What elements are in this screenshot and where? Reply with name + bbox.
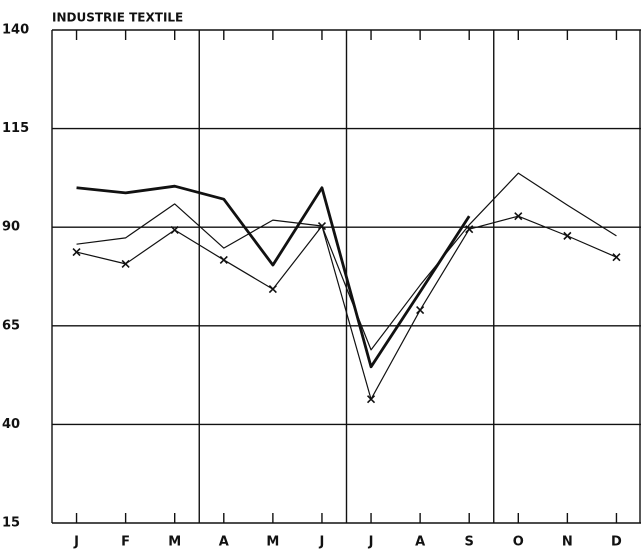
- x-marker: [268, 285, 277, 294]
- y-tick-label: 15: [2, 516, 20, 531]
- x-tick-label: A: [415, 535, 425, 550]
- x-marker: [72, 247, 81, 257]
- series-line: [76, 215, 617, 400]
- y-tick-label: 140: [2, 23, 29, 38]
- x-tick-label: N: [562, 535, 573, 550]
- x-tick-label: A: [219, 535, 229, 550]
- x-tick-label: M: [266, 535, 279, 550]
- x-tick-label: J: [73, 535, 79, 550]
- series-line: [76, 172, 617, 351]
- x-marker: [465, 225, 474, 234]
- x-tick-label: F: [121, 535, 130, 550]
- x-marker: [612, 253, 621, 262]
- x-marker: [170, 225, 179, 235]
- x-tick-label: S: [465, 535, 474, 550]
- x-marker: [416, 305, 425, 315]
- x-tick-label: O: [513, 535, 524, 550]
- x-tick-label: J: [368, 535, 374, 550]
- y-tick-label: 65: [2, 318, 20, 333]
- x-marker: [219, 255, 228, 265]
- x-marker: [563, 231, 572, 240]
- x-tick-label: J: [319, 535, 325, 550]
- x-marker: [514, 212, 523, 221]
- x-marker: [366, 395, 376, 404]
- x-marker: [317, 221, 327, 231]
- y-tick-label: 115: [2, 121, 29, 136]
- x-tick-label: M: [168, 535, 181, 550]
- y-tick-label: 90: [2, 220, 20, 235]
- y-tick-label: 40: [2, 417, 20, 432]
- series-line: [76, 184, 471, 369]
- chart-title: INDUSTRIE TEXTILE: [52, 11, 183, 25]
- x-marker: [121, 259, 130, 268]
- x-tick-label: D: [611, 535, 622, 550]
